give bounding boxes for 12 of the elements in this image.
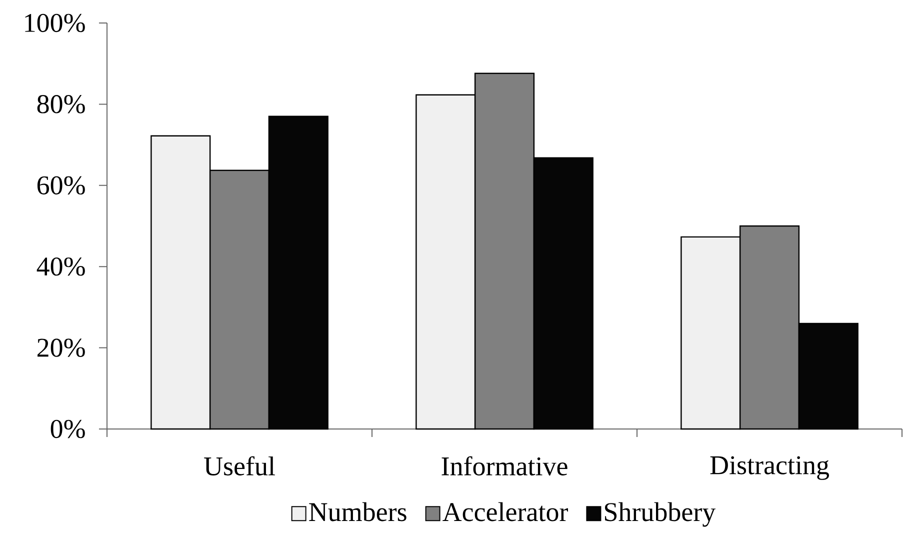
y-tick-label: 40% xyxy=(36,257,85,276)
y-tick-label: 20% xyxy=(38,338,85,357)
y-tick-label: 60% xyxy=(37,176,85,195)
x-tick-label: Useful xyxy=(204,456,275,476)
x-tick-label: Distracting xyxy=(710,456,829,480)
legend-label: Numbers xyxy=(309,502,406,522)
x-tick-label: Informative xyxy=(442,456,568,476)
legend-label: Shrubbery xyxy=(605,502,716,527)
y-tick-label: 100% xyxy=(25,14,85,32)
legend-label: Accelerator xyxy=(442,502,568,522)
y-tick-label: 0% xyxy=(50,420,85,438)
y-tick-label: 80% xyxy=(37,95,85,114)
